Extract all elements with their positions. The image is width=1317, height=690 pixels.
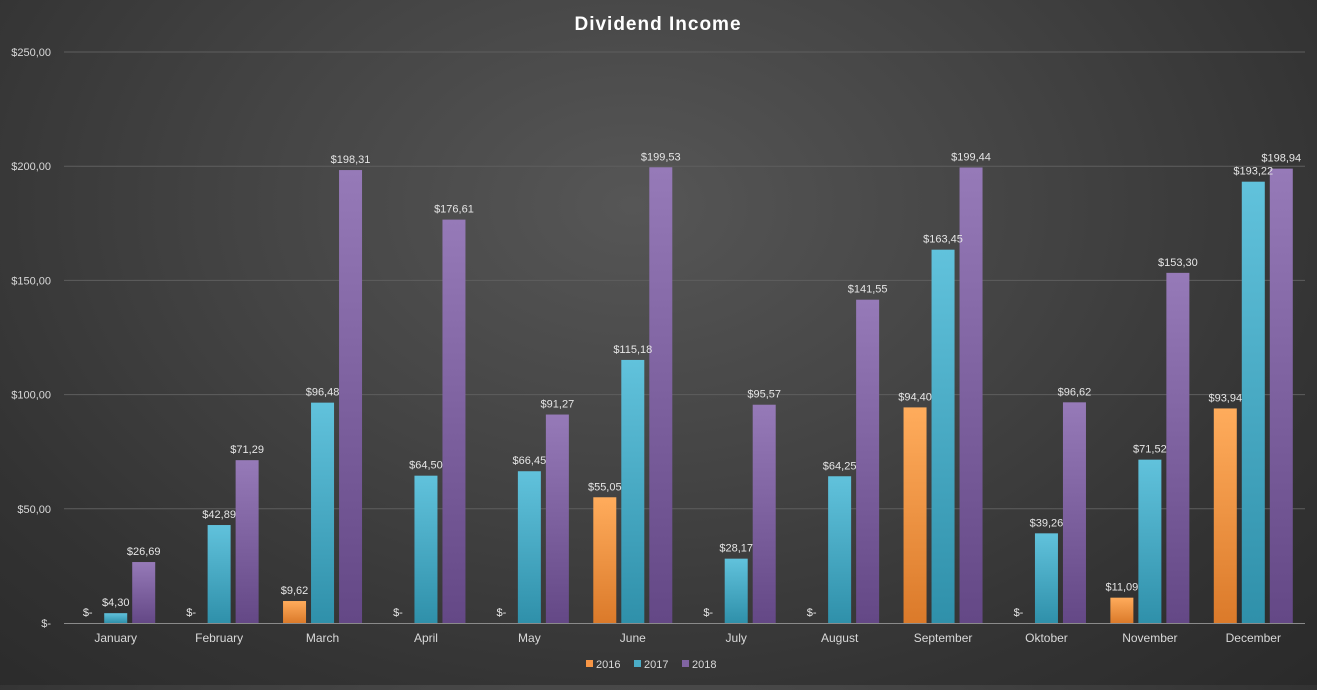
bar-2018-august <box>856 299 880 623</box>
data-label: $96,48 <box>306 387 340 399</box>
bar-2017-april <box>414 475 438 623</box>
bar-2016-june <box>593 497 617 623</box>
bar-2017-december <box>1241 181 1265 623</box>
data-label: $- <box>186 607 196 619</box>
data-label: $96,62 <box>1058 386 1092 398</box>
data-label: $- <box>496 607 506 619</box>
y-tick-label: $150,00 <box>11 275 51 287</box>
data-label: $198,31 <box>331 154 371 166</box>
data-label: $64,25 <box>823 460 857 472</box>
bar-2017-january <box>104 613 128 623</box>
bar-2017-june <box>621 359 645 623</box>
data-label: $163,45 <box>923 234 963 246</box>
data-label: $39,26 <box>1030 517 1064 529</box>
data-label: $- <box>393 607 403 619</box>
x-tick-label: April <box>414 631 438 645</box>
data-label: $141,55 <box>848 284 888 296</box>
data-label: $55,05 <box>588 481 622 493</box>
bar-2017-may <box>517 471 541 623</box>
bar-2017-august <box>828 476 852 623</box>
data-label: $198,94 <box>1261 153 1301 165</box>
data-label: $153,30 <box>1158 257 1198 269</box>
bar-2017-march <box>311 402 335 623</box>
bar-2017-oktober <box>1034 533 1058 623</box>
x-tick-label: Oktober <box>1025 631 1068 645</box>
x-tick-label: August <box>821 631 859 645</box>
legend-label-2018: 2018 <box>692 659 716 671</box>
data-label: $66,45 <box>513 455 547 467</box>
data-labels: $- $4,30 $26,69 $- $42,89 $71,29 $9,62 $96,48 $1… <box>83 151 1301 619</box>
data-label: $- <box>83 607 93 619</box>
legend-swatch-2018 <box>682 660 689 667</box>
data-label: $42,89 <box>202 509 236 521</box>
bar-2018-september <box>959 167 983 623</box>
bar-2017-november <box>1138 459 1162 623</box>
data-label: $71,29 <box>230 444 264 456</box>
legend-swatch-2017 <box>634 660 641 667</box>
bar-2016-march <box>283 601 307 623</box>
data-label: $11,09 <box>1105 582 1138 594</box>
gridlines <box>64 51 1305 510</box>
y-tick-label: $250,00 <box>11 47 51 59</box>
data-label: $176,61 <box>434 204 474 216</box>
bar-2018-may <box>545 414 569 623</box>
bar-2018-march <box>339 170 363 623</box>
data-label: $95,57 <box>747 389 781 401</box>
legend-label-2016: 2016 <box>596 659 620 671</box>
y-tick-label: $50,00 <box>17 504 51 516</box>
y-tick-label: $200,00 <box>11 161 51 173</box>
x-tick-label: March <box>306 631 339 645</box>
bar-2018-oktober <box>1062 402 1086 623</box>
bar-2018-june <box>649 167 673 623</box>
y-tick-label: $100,00 <box>11 390 51 402</box>
bar-2018-december <box>1269 168 1293 623</box>
y-tick-label: $- <box>41 618 51 630</box>
chart-title: Dividend Income <box>574 14 741 35</box>
bar-2018-july <box>752 404 776 623</box>
data-label: $26,69 <box>127 546 161 558</box>
legend-label-2017: 2017 <box>644 659 668 671</box>
data-label: $199,53 <box>641 151 681 163</box>
x-tick-label: December <box>1226 631 1281 645</box>
x-tick-label: January <box>94 631 137 645</box>
bar-2018-february <box>235 460 259 623</box>
bar-2018-november <box>1166 272 1190 623</box>
data-label: $199,44 <box>951 151 991 163</box>
data-label: $93,94 <box>1208 392 1242 404</box>
x-axis-category-labels: January February March April May June July Augu… <box>94 631 1281 645</box>
legend-swatch-2016 <box>586 660 593 667</box>
data-label: $64,50 <box>409 460 443 472</box>
bar-2016-november <box>1110 597 1134 623</box>
data-label: $193,22 <box>1233 166 1273 178</box>
bars <box>104 167 1293 624</box>
data-label: $- <box>703 607 713 619</box>
data-label: $94,40 <box>898 391 932 403</box>
y-axis-tick-labels: $- $50,00 $100,00 $150,00 $200,00 $250,00 <box>11 47 51 630</box>
data-label: $9,62 <box>281 585 309 597</box>
x-tick-label: September <box>914 631 973 645</box>
x-tick-label: May <box>518 631 541 645</box>
legend: 2016 2017 2018 <box>586 659 716 671</box>
bar-2018-january <box>132 562 156 623</box>
data-label: $28,17 <box>719 543 753 555</box>
data-label: $91,27 <box>541 399 575 411</box>
bar-2018-april <box>442 219 466 624</box>
bar-2016-december <box>1213 408 1237 623</box>
bar-2016-september <box>903 407 927 623</box>
data-label: $- <box>1014 607 1024 619</box>
data-label: $71,52 <box>1133 444 1167 456</box>
bar-2017-february <box>207 525 231 623</box>
x-tick-label: November <box>1122 631 1177 645</box>
bar-2017-july <box>724 558 748 623</box>
x-tick-label: June <box>620 631 646 645</box>
bar-2017-september <box>931 249 955 623</box>
data-label: $115,18 <box>613 344 652 356</box>
data-label: $- <box>807 607 817 619</box>
x-tick-label: February <box>195 631 243 645</box>
x-tick-label: July <box>726 631 747 645</box>
data-label: $4,30 <box>102 597 130 609</box>
